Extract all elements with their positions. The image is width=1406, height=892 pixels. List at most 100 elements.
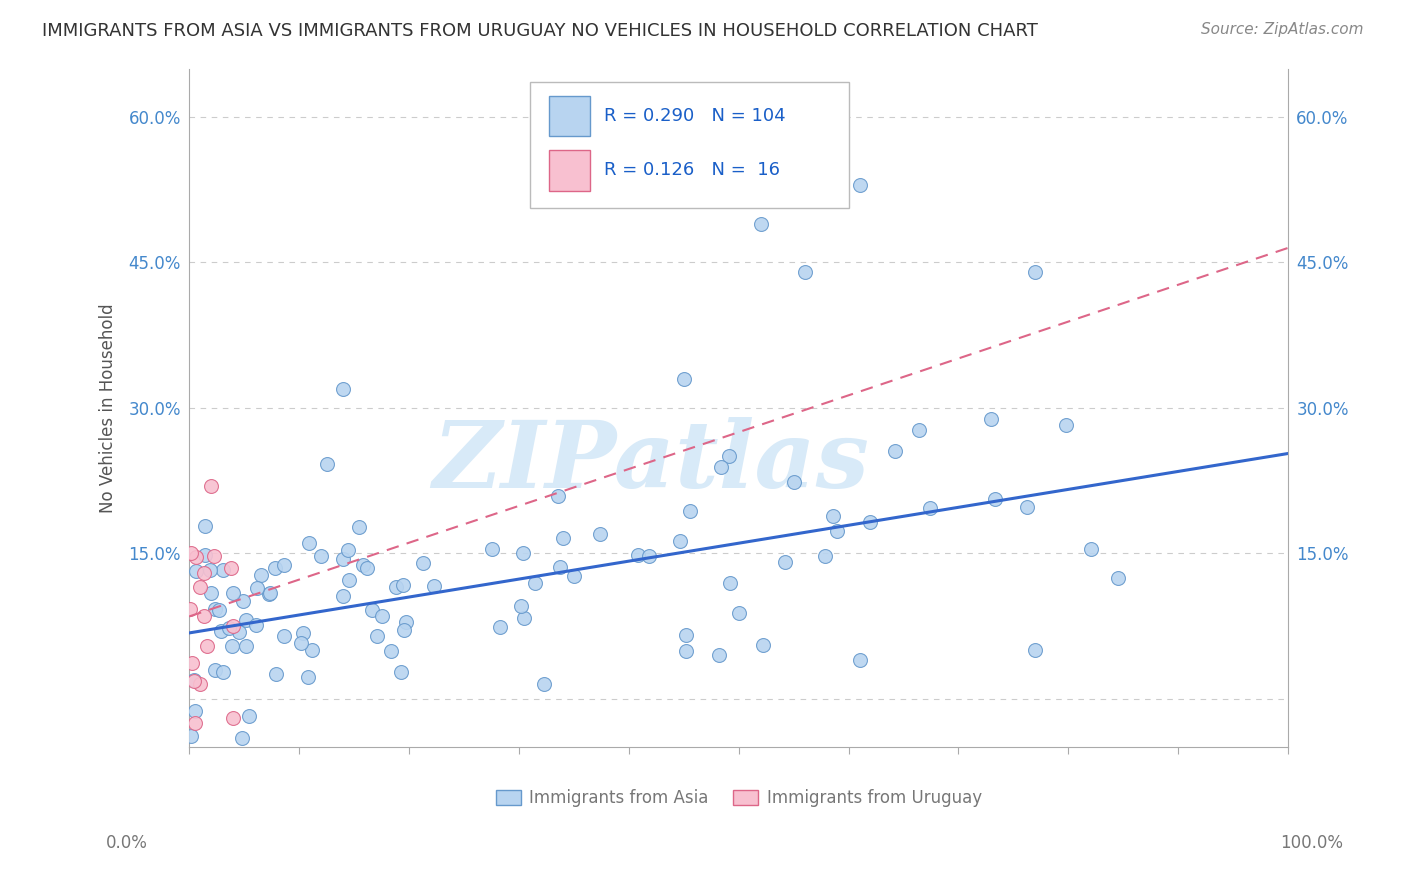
Point (193, 609, 215, 624)
Point (412, 556, 434, 570)
Point (298, 536, 321, 550)
Point (232, 594, 254, 608)
Point (718, 576, 741, 591)
Point (423, 579, 446, 593)
Point (290, 636, 312, 650)
Point (1024, 643, 1046, 657)
Point (489, 620, 512, 634)
Point (259, 586, 281, 600)
Point (533, 677, 555, 691)
Point (202, 549, 225, 564)
Point (675, 643, 697, 657)
Point (188, 580, 211, 594)
Point (228, 624, 250, 639)
Point (980, 412, 1002, 426)
Point (238, 709, 260, 723)
Point (184, 705, 207, 719)
Point (222, 711, 245, 725)
Text: IMMIGRANTS FROM ASIA VS IMMIGRANTS FROM URUGUAY NO VEHICLES IN HOUSEHOLD CORRELA: IMMIGRANTS FROM ASIA VS IMMIGRANTS FROM … (42, 22, 1038, 40)
Point (679, 503, 702, 517)
Point (512, 546, 534, 560)
FancyBboxPatch shape (530, 82, 848, 208)
Point (235, 639, 257, 653)
FancyBboxPatch shape (548, 150, 591, 191)
Point (197, 639, 219, 653)
Point (212, 564, 235, 578)
Point (823, 508, 845, 523)
Point (332, 382, 354, 396)
Point (184, 550, 207, 565)
Point (273, 558, 295, 573)
Point (551, 531, 574, 545)
Point (316, 457, 339, 471)
Point (332, 551, 354, 566)
Point (589, 527, 612, 541)
Point (204, 602, 226, 616)
Point (180, 546, 202, 560)
Point (183, 673, 205, 687)
Point (481, 542, 503, 557)
Point (782, 475, 804, 489)
Point (1054, 418, 1077, 433)
Point (188, 677, 211, 691)
Point (264, 667, 287, 681)
Point (332, 589, 354, 603)
Point (638, 549, 661, 563)
Text: R = 0.126   N =  16: R = 0.126 N = 16 (603, 161, 779, 179)
Point (292, 626, 315, 640)
Point (273, 629, 295, 643)
Point (194, 548, 217, 562)
Point (707, 648, 730, 662)
Point (389, 665, 412, 679)
Point (361, 603, 384, 617)
Point (264, 561, 287, 575)
Point (246, 582, 269, 596)
Point (193, 566, 215, 581)
Point (751, 639, 773, 653)
Point (385, 581, 408, 595)
Point (222, 618, 245, 632)
Text: 0.0%: 0.0% (105, 834, 148, 852)
Point (710, 460, 733, 475)
Y-axis label: No Vehicles in Household: No Vehicles in Household (100, 303, 117, 513)
Point (209, 624, 232, 639)
FancyBboxPatch shape (548, 95, 591, 136)
Point (297, 670, 319, 684)
Point (222, 586, 245, 600)
Point (235, 613, 257, 627)
Point (204, 663, 226, 677)
Point (918, 501, 941, 516)
Point (337, 574, 360, 588)
Point (984, 492, 1007, 507)
Point (311, 549, 333, 563)
Point (371, 609, 394, 624)
Point (547, 489, 569, 503)
Point (1080, 542, 1102, 557)
Point (1107, 571, 1129, 585)
Point (179, 602, 201, 616)
Point (391, 578, 413, 592)
Point (219, 560, 242, 574)
Point (212, 665, 235, 679)
Point (337, 542, 360, 557)
Point (548, 560, 571, 574)
Point (848, 653, 870, 667)
Point (717, 449, 740, 463)
Point (1017, 500, 1039, 514)
Point (907, 423, 929, 437)
Point (183, 673, 205, 688)
Point (356, 560, 378, 574)
Point (510, 599, 533, 613)
Point (366, 629, 388, 643)
Point (181, 656, 204, 670)
Text: R = 0.290   N = 104: R = 0.290 N = 104 (603, 107, 785, 125)
Point (198, 563, 221, 577)
Point (669, 533, 692, 548)
Point (773, 555, 796, 569)
Point (380, 644, 402, 658)
Point (1024, 265, 1046, 279)
Point (245, 618, 267, 632)
Point (257, 587, 280, 601)
Point (814, 549, 837, 563)
Point (221, 639, 243, 653)
